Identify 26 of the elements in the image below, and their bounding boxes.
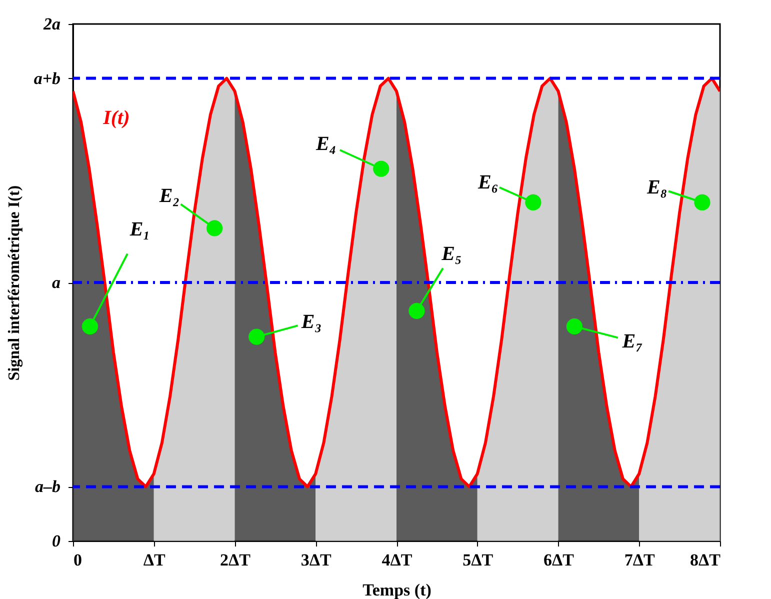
x-tick-label: 6ΔT: [544, 550, 575, 570]
x-tick-label: 4ΔT: [382, 550, 413, 570]
annotation: E₃: [300, 310, 322, 333]
x-axis-title: Temps (t): [362, 580, 432, 599]
y-tick-label: 0: [52, 532, 61, 550]
x-tick-label: ΔT: [143, 550, 166, 570]
x-tick-label: 2ΔT: [220, 550, 252, 570]
x-tick-label: 3ΔT: [300, 550, 332, 570]
y-axis-title: Signal interférométrique I(t): [6, 185, 23, 381]
annotation: E₂: [158, 185, 180, 208]
y-tick-label: a–b: [35, 477, 60, 496]
x-tick-label: 5ΔT: [462, 550, 494, 570]
series-label: I(t): [102, 107, 130, 130]
line-series: [73, 76, 720, 488]
annotation: E₈: [646, 176, 668, 198]
x-tick-label: 0: [74, 550, 82, 570]
annotation: E₆: [477, 171, 498, 194]
x-tick-label: 7ΔT: [624, 550, 656, 570]
annotation: E₅: [440, 242, 462, 265]
y-tick-label: 2a: [42, 14, 61, 34]
annotation: E₇: [621, 330, 643, 352]
y-tick-label: a: [52, 273, 61, 292]
x-tick-label: 8ΔT: [690, 550, 722, 570]
y-tick-label: a+b: [34, 68, 60, 88]
annotation: E₄: [314, 132, 336, 155]
annotation: E₁: [128, 218, 150, 240]
